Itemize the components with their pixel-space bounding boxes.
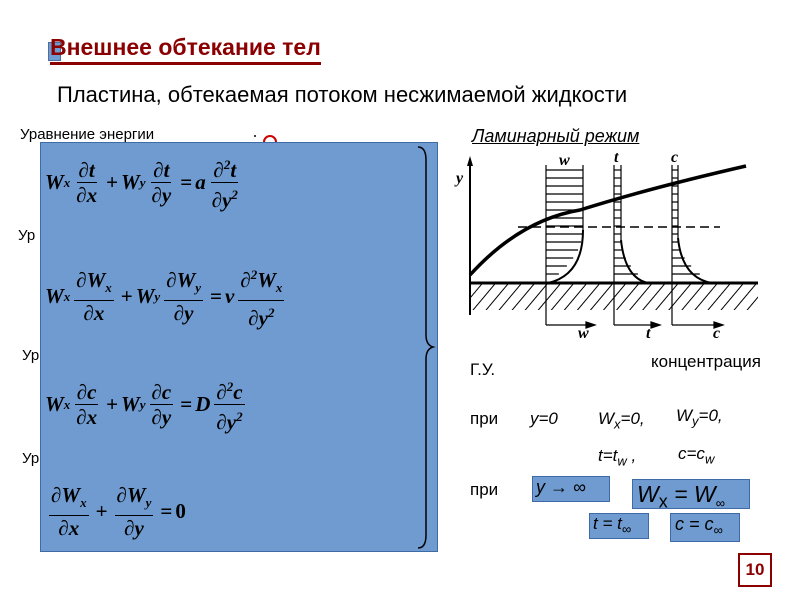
slide-title: Внешнее обтекание тел [50, 33, 321, 65]
side-label-2: Ур [18, 227, 36, 244]
wx-infinity-box: Wx = W∞ [632, 479, 750, 512]
temperature-profile [613, 165, 662, 329]
diagram-title: Ламинарный режим [472, 126, 640, 146]
side-label-3: Ур [22, 347, 40, 364]
t-profile-label: t [614, 150, 619, 166]
t-infinity-box: t = t∞ [589, 513, 649, 539]
wy-zero: Wy=0, [676, 406, 723, 429]
c-equals-cw: c=cw [678, 444, 715, 467]
c-axis-label: c [713, 325, 720, 340]
right-brace [417, 146, 436, 549]
concentration-label: концентрация [651, 352, 761, 371]
y-axis-label: y [454, 170, 464, 187]
slide-subtitle: Пластина, обтекаемая потоком несжимаемой… [57, 82, 628, 107]
at-label-2: при [470, 480, 499, 499]
t-axis-label: t [646, 325, 651, 340]
boundary-layer-edge [468, 164, 747, 277]
y-equals-zero: y=0 [530, 409, 558, 428]
boundary-conditions-heading: Г.У. [470, 360, 496, 379]
boundary-layer-diagram: y w t c w t c [454, 150, 758, 340]
y-to-infinity-box: y → ∞ [532, 476, 610, 502]
concentration-profile [671, 165, 725, 329]
red-arc-mark [254, 135, 277, 143]
w-axis-label: w [578, 325, 589, 340]
t-equals-tw: t=tw , [598, 446, 637, 469]
c-infinity-box: c = c∞ [670, 513, 740, 542]
energy-equation-label: Уравнение энергии [20, 126, 155, 143]
velocity-profile [545, 165, 597, 329]
c-profile-label: c [671, 150, 678, 166]
at-label-1: при [470, 409, 499, 428]
w-profile-label: w [559, 152, 570, 169]
continuity-equation: ∂Wx ∂x + ∂Wy ∂y = 0 [49, 483, 186, 541]
wx-zero: Wx=0, [598, 409, 645, 432]
title-marker [48, 42, 61, 61]
side-label-4: Ур [22, 450, 40, 467]
page-number: 10 [738, 553, 772, 587]
